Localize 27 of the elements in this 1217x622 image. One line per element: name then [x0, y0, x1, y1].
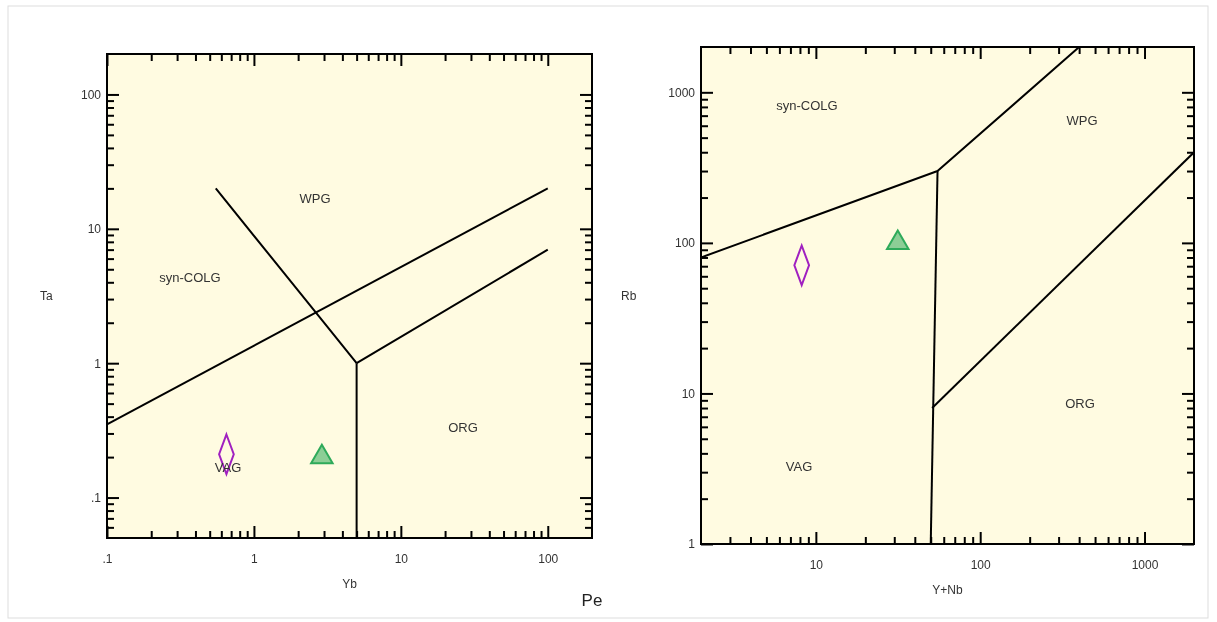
- x-tick-label: .1: [102, 551, 113, 566]
- y-axis-title: Ta: [40, 289, 53, 304]
- y-tick-label: 1000: [668, 85, 696, 100]
- y-axis-title: Rb: [621, 288, 637, 303]
- x-axis-title: Yb: [342, 577, 358, 591]
- annotation: WPG: [1066, 112, 1098, 128]
- annotation: syn-COLG: [776, 97, 838, 113]
- y-tick-label: 10: [681, 386, 696, 401]
- y-tick-label: 10: [87, 222, 102, 237]
- annotation: WPG: [299, 190, 331, 206]
- x-tick-label: 1: [251, 551, 259, 566]
- x-axis-title: Y+Nb: [932, 583, 963, 597]
- annotation: VAG: [785, 458, 813, 474]
- x-tick-label: 10: [394, 551, 409, 566]
- y-tick-label: 100: [674, 236, 696, 251]
- x-tick-label: 10: [809, 557, 824, 572]
- y-tick-label: 1: [94, 356, 102, 371]
- text: Pe: [581, 590, 603, 610]
- y-tick-label: .1: [90, 490, 102, 505]
- annotation: ORG: [1065, 395, 1095, 411]
- y-tick-label: 100: [80, 87, 102, 102]
- y-tick-label: 1: [688, 537, 696, 552]
- x-tick-label: 100: [538, 551, 559, 566]
- annotation: ORG: [448, 419, 478, 435]
- annotation: syn-COLG: [159, 269, 221, 285]
- x-tick-label: 100: [970, 557, 992, 572]
- x-tick-label: 1000: [1131, 557, 1159, 572]
